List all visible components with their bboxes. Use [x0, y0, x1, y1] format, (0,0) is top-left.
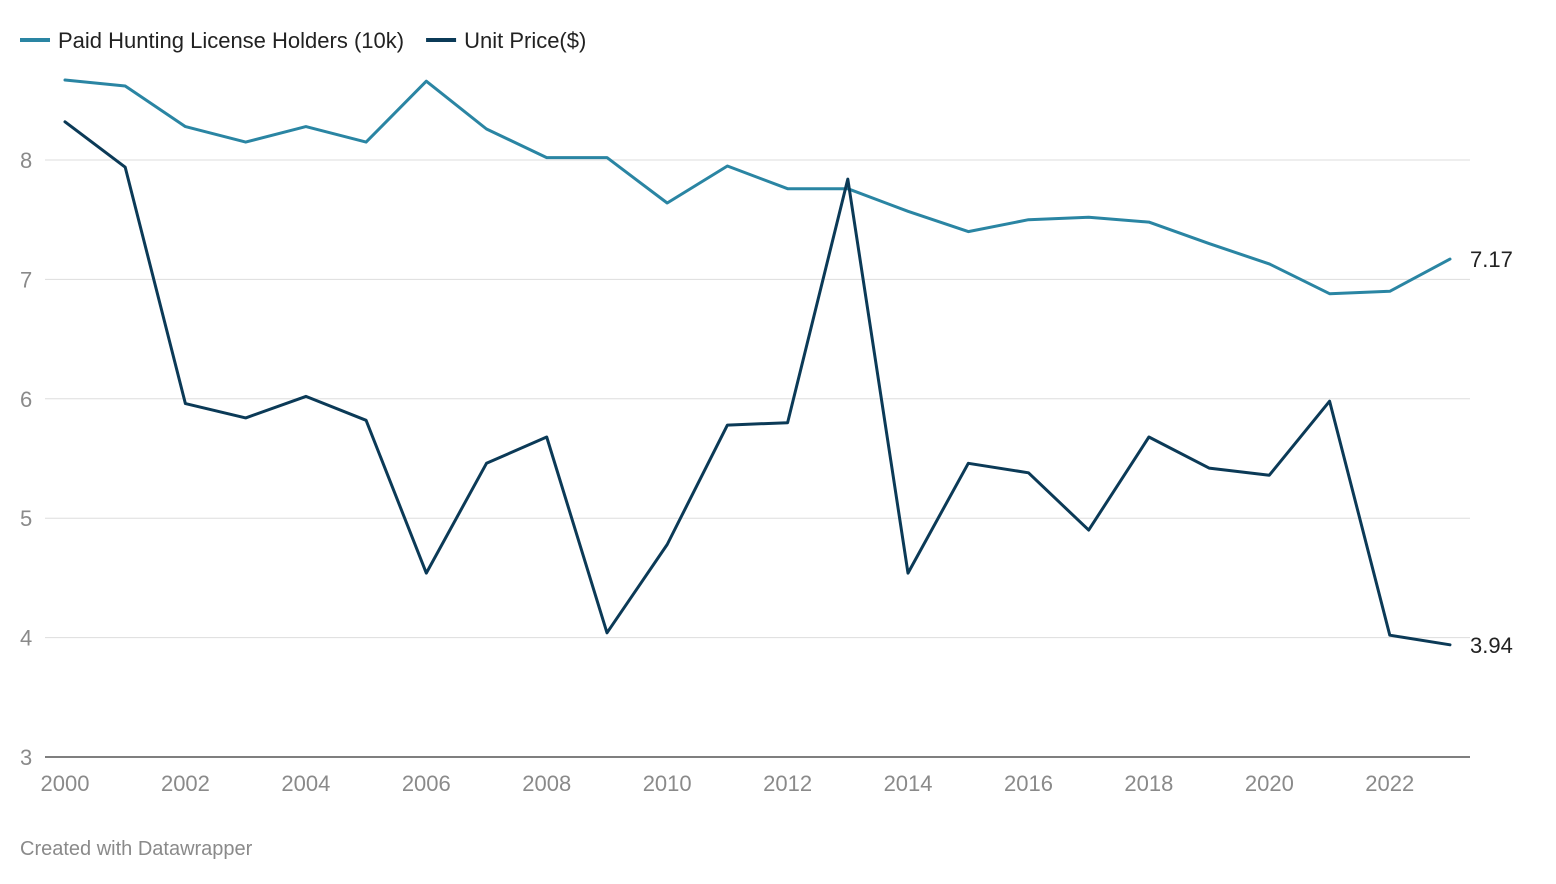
x-tick-label-2010: 2010	[643, 771, 692, 796]
x-tick-label-2004: 2004	[281, 771, 330, 796]
x-tick-label-2014: 2014	[884, 771, 933, 796]
x-tick-label-2018: 2018	[1124, 771, 1173, 796]
series-line-1	[63, 78, 1452, 296]
series-line-2	[63, 120, 1452, 647]
x-tick-label-2012: 2012	[763, 771, 812, 796]
x-tick-label-2000: 2000	[41, 771, 90, 796]
x-tick-label-2016: 2016	[1004, 771, 1053, 796]
y-axis-ticks: 3 4 5 6 7 8	[20, 148, 32, 770]
x-axis-ticks: 2000 2002 2004 2006 2008 2010 2012 2014 2016 2018…	[41, 771, 1415, 796]
legend-label-2: Unit Price($)	[464, 28, 586, 53]
y-tick-label-8: 8	[20, 148, 32, 173]
x-tick-label-2022: 2022	[1365, 771, 1414, 796]
credit-text: Created with Datawrapper	[20, 838, 253, 860]
series-lines	[63, 78, 1452, 647]
y-tick-label-3: 3	[20, 745, 32, 770]
end-labels: 7.17 3.94	[1470, 247, 1513, 658]
grid-lines	[45, 159, 1470, 758]
y-tick-label-5: 5	[20, 506, 32, 531]
y-tick-label-4: 4	[20, 626, 32, 651]
x-tick-label-2006: 2006	[402, 771, 451, 796]
x-tick-label-2002: 2002	[161, 771, 210, 796]
legend: Paid Hunting License Holders (10k) Unit P…	[20, 28, 586, 53]
x-tick-label-2020: 2020	[1245, 771, 1294, 796]
end-label-1: 7.17	[1470, 247, 1513, 272]
legend-label-1: Paid Hunting License Holders (10k)	[58, 28, 404, 53]
end-label-2: 3.94	[1470, 633, 1513, 658]
y-tick-label-6: 6	[20, 387, 32, 412]
x-tick-label-2008: 2008	[522, 771, 571, 796]
y-tick-label-7: 7	[20, 267, 32, 292]
